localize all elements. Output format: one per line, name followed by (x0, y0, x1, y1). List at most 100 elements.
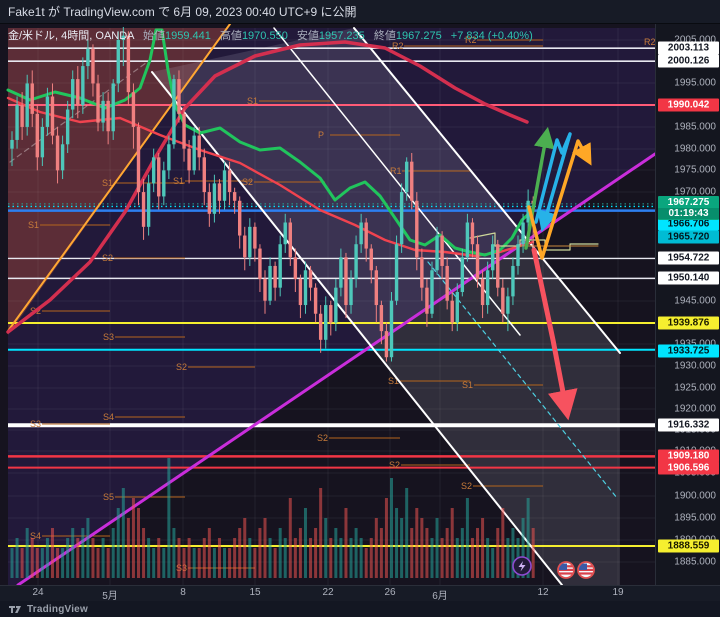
volume-bar (268, 538, 272, 578)
dashed-cyan-projection (427, 261, 618, 499)
volume-bar (349, 538, 353, 578)
footer-bar: TradingView (0, 600, 720, 617)
price-axis-tick: 1930.000 (674, 360, 716, 372)
volume-bar (405, 488, 409, 578)
volume-bar (354, 528, 358, 578)
candle-body (45, 96, 50, 127)
tradingview-logo[interactable]: TradingView (8, 602, 88, 616)
volume-bar (56, 548, 60, 578)
volume-bar (435, 518, 439, 578)
candle-body (141, 192, 146, 227)
volume-bar (152, 548, 156, 578)
volume-bar (420, 518, 424, 578)
volume-bar (137, 508, 140, 578)
candle-body (182, 113, 186, 149)
pivot-label: R2 (465, 35, 477, 45)
volume-bar (243, 518, 247, 578)
ma-long-crimson (6, 40, 529, 334)
volume-bar (491, 548, 495, 578)
price-axis-tick: 1935.000 (674, 339, 716, 350)
time-axis-tick: 26 (384, 587, 396, 598)
volume-bar (460, 528, 464, 578)
volume-bar (298, 528, 302, 578)
candle-body (207, 192, 212, 214)
high-value: 1970.550 (241, 30, 288, 42)
time-axis-tick: 19 (612, 587, 624, 598)
volume-bar (258, 528, 262, 578)
volume-bar (440, 538, 444, 578)
candle-body (324, 305, 328, 340)
volume-bar (147, 538, 151, 578)
time-axis-tick: 8 (180, 587, 186, 598)
time-axis[interactable]: 24 5月 8 15 22 26 6月 12 19 (0, 585, 720, 602)
volume-bar (238, 528, 242, 578)
time-axis-tick: 5月 (102, 591, 118, 602)
candle-body (10, 139, 14, 149)
volume-bar (233, 538, 237, 578)
volume-bar (71, 528, 75, 578)
pivot-label: R2 (644, 37, 656, 47)
candle-body (172, 79, 176, 145)
tradingview-logo-icon (9, 606, 21, 613)
pivot-label: S1 (462, 380, 473, 390)
candle-body (511, 265, 515, 297)
price-level-label: 1916.332 (658, 418, 719, 432)
candle-body (212, 183, 217, 214)
volume-bar (374, 518, 378, 578)
channel-line-mid (273, 27, 521, 336)
volume-bar (253, 548, 257, 578)
candle-body (394, 244, 399, 301)
volume-bar (202, 538, 206, 578)
candle-body (106, 100, 110, 132)
candle-body (384, 331, 389, 358)
volume-bar (455, 538, 459, 578)
current-price: 1967.275 (667, 197, 710, 208)
volume-bar (76, 538, 80, 578)
candle-body (253, 226, 257, 249)
candle-body (81, 66, 85, 106)
candle-body (506, 296, 510, 314)
price-level-label: 1906.596 (658, 461, 719, 475)
candle-body (55, 135, 60, 171)
volume-bar (106, 548, 110, 578)
candle-body (420, 257, 424, 288)
pivot-label: R1 (390, 166, 402, 176)
candle-body (389, 300, 394, 358)
pivot-label: S3 (30, 419, 41, 429)
volume-bar (96, 548, 100, 578)
candle-body (50, 96, 55, 136)
volume-bar (278, 528, 282, 578)
volume-bar (364, 548, 368, 578)
candle-body (258, 248, 262, 279)
price-axis-tick: 1980.000 (674, 143, 716, 155)
scenario-down-red (531, 247, 578, 421)
volume-bar (40, 548, 44, 578)
volume-bar (425, 528, 429, 578)
share-text: Fake1t が TradingView.com で 6月 09, 2023 0… (8, 5, 357, 19)
volume-bar (66, 538, 70, 578)
candle-body (480, 278, 485, 306)
volume-bars (10, 458, 535, 578)
symbol-legend[interactable]: 金/米ドル, 4時間, OANDA 始値1959.441 高値1970.550 … (8, 27, 533, 43)
candle-body (263, 278, 267, 301)
price-chart-canvas[interactable]: R2 R2 R2 S1 P R1 S1 S1 S2 S1 S2 S2 S3 S2 S1 S1 S4 S3 S2 S2 S… (0, 24, 720, 585)
candle-body (268, 265, 272, 301)
pivot-label: S1 (173, 176, 184, 186)
candle-body (136, 126, 141, 193)
price-level-label: 2000.126 (658, 54, 719, 68)
chart-area[interactable]: R2 R2 R2 S1 P R1 S1 S1 S2 S1 S2 S2 S3 S2 S1 S1 S4 S3 S2 S2 S… (0, 24, 720, 585)
candle-body (293, 257, 298, 279)
price-axis[interactable]: 2005.000 1995.000 1985.000 1980.000 1975.000… (655, 24, 720, 585)
volume-bar (157, 538, 161, 578)
volume-bar (101, 538, 105, 578)
price-level-label: 1990.042 (658, 98, 719, 112)
price-level-label: 1933.725 (658, 344, 719, 358)
volume-bar (228, 548, 232, 578)
candle-body (516, 244, 520, 266)
price-level-label: 2003.113 (658, 41, 719, 55)
candle-body (197, 135, 201, 158)
candle-body (232, 192, 237, 201)
candle-body (379, 305, 384, 332)
candle-body (415, 200, 419, 258)
price-axis-tick: 2005.000 (674, 34, 716, 46)
